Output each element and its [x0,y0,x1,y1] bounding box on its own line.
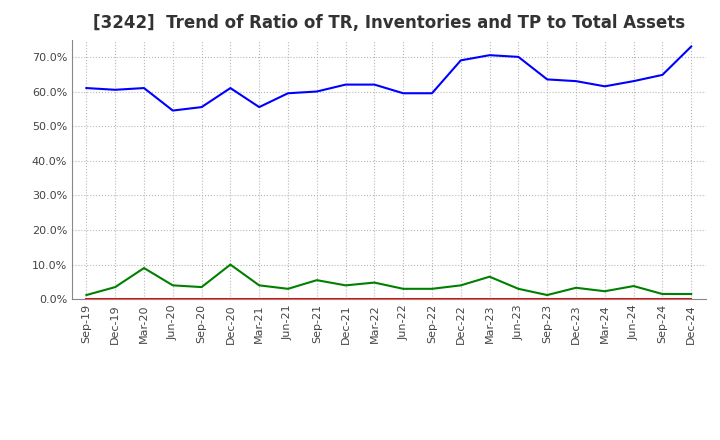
Inventories [255,104,264,110]
Trade Receivables [600,297,609,302]
Inventories [168,108,177,113]
Trade Payables [140,265,148,271]
Inventories [428,91,436,96]
Inventories [82,85,91,91]
Trade Payables [255,283,264,288]
Trade Receivables [399,297,408,302]
Trade Payables [543,293,552,298]
Trade Payables [658,291,667,297]
Trade Receivables [543,297,552,302]
Trade Receivables [514,297,523,302]
Trade Receivables [658,297,667,302]
Trade Receivables [572,297,580,302]
Inventories [687,44,696,49]
Trade Payables [629,283,638,289]
Inventories [572,78,580,84]
Trade Payables [428,286,436,291]
Trade Receivables [140,297,148,302]
Trade Payables [687,291,696,297]
Inventories [514,54,523,59]
Trade Receivables [111,297,120,302]
Inventories [600,84,609,89]
Trade Payables [399,286,408,291]
Trade Payables [370,280,379,285]
Line: Inventories: Inventories [86,47,691,110]
Line: Trade Payables: Trade Payables [86,264,691,295]
Trade Payables [600,289,609,294]
Title: [3242]  Trend of Ratio of TR, Inventories and TP to Total Assets: [3242] Trend of Ratio of TR, Inventories… [93,15,685,33]
Inventories [543,77,552,82]
Trade Receivables [197,297,206,302]
Inventories [284,91,292,96]
Trade Payables [226,262,235,267]
Inventories [226,85,235,91]
Inventories [399,91,408,96]
Trade Receivables [629,297,638,302]
Trade Payables [572,285,580,290]
Trade Payables [341,283,350,288]
Trade Payables [456,283,465,288]
Trade Payables [514,286,523,291]
Inventories [370,82,379,87]
Trade Receivables [456,297,465,302]
Inventories [197,104,206,110]
Trade Payables [168,283,177,288]
Trade Receivables [312,297,321,302]
Inventories [111,87,120,92]
Inventories [456,58,465,63]
Trade Payables [111,284,120,290]
Inventories [629,78,638,84]
Trade Receivables [687,297,696,302]
Trade Receivables [284,297,292,302]
Inventories [341,82,350,87]
Inventories [485,52,494,58]
Trade Payables [485,274,494,279]
Inventories [658,72,667,77]
Trade Receivables [255,297,264,302]
Inventories [312,89,321,94]
Trade Payables [82,293,91,298]
Trade Receivables [226,297,235,302]
Trade Receivables [341,297,350,302]
Trade Payables [284,286,292,291]
Trade Receivables [82,297,91,302]
Inventories [140,85,148,91]
Trade Receivables [370,297,379,302]
Trade Payables [197,284,206,290]
Trade Receivables [168,297,177,302]
Trade Receivables [485,297,494,302]
Trade Payables [312,278,321,283]
Trade Receivables [428,297,436,302]
